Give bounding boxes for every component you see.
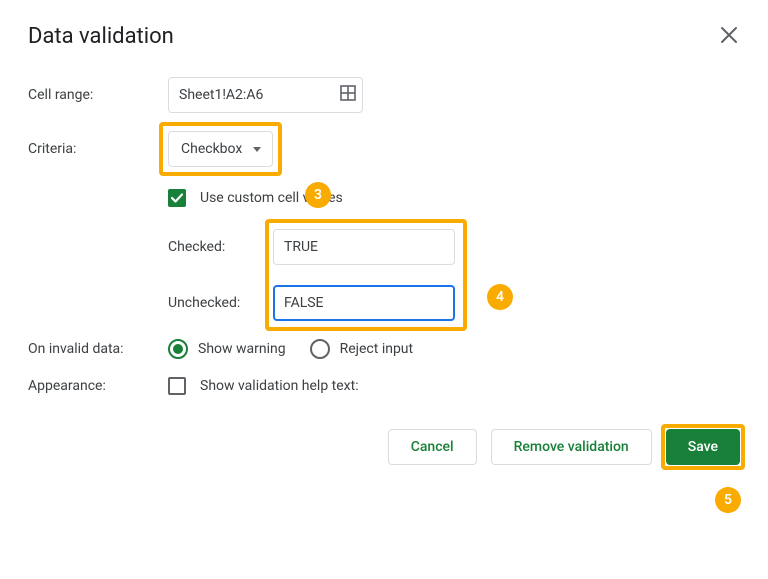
checked-input[interactable] [273,229,455,265]
row-appearance: Appearance: Show validation help text: [28,377,740,395]
show-help-text-checkbox[interactable] [168,377,186,395]
appearance-label: Appearance: [28,378,168,394]
row-criteria: Criteria: Checkbox [28,131,740,167]
radio-reject-input[interactable]: Reject input [310,339,414,359]
row-checked-value: Checked: [168,229,740,265]
dialog-title: Data validation [28,24,740,49]
on-invalid-radio-group: Show warning Reject input [168,339,437,359]
unchecked-input[interactable] [273,285,455,321]
cell-range-label: Cell range: [28,87,168,103]
dialog-footer: Cancel Remove validation Save [28,429,740,465]
criteria-select-value: Checkbox [181,141,242,157]
save-button[interactable]: Save [666,429,740,465]
row-cell-range: Cell range: [28,77,740,113]
radio-show-warning-icon [168,339,188,359]
cancel-button[interactable]: Cancel [388,429,477,465]
close-icon[interactable] [720,26,738,48]
row-on-invalid: On invalid data: Show warning Reject inp… [28,339,740,359]
radio-show-warning-label: Show warning [198,341,286,357]
cell-range-input[interactable] [168,77,363,113]
criteria-select-wrap: Checkbox [168,131,273,167]
select-range-icon[interactable] [339,84,357,106]
use-custom-checkbox[interactable] [168,189,186,207]
on-invalid-label: On invalid data: [28,341,168,357]
show-help-text-label: Show validation help text: [200,378,359,394]
criteria-select[interactable]: Checkbox [168,131,273,167]
remove-validation-button[interactable]: Remove validation [491,429,652,465]
checked-label: Checked: [168,239,273,255]
use-custom-label: Use custom cell values [200,190,343,206]
radio-show-warning[interactable]: Show warning [168,339,286,359]
radio-reject-input-icon [310,339,330,359]
row-unchecked-value: Unchecked: [168,285,740,321]
annotation-badge-5: 5 [715,487,741,513]
unchecked-label: Unchecked: [168,295,273,311]
row-use-custom: Use custom cell values [168,189,740,207]
radio-reject-input-label: Reject input [340,341,414,357]
criteria-label: Criteria: [28,141,168,157]
